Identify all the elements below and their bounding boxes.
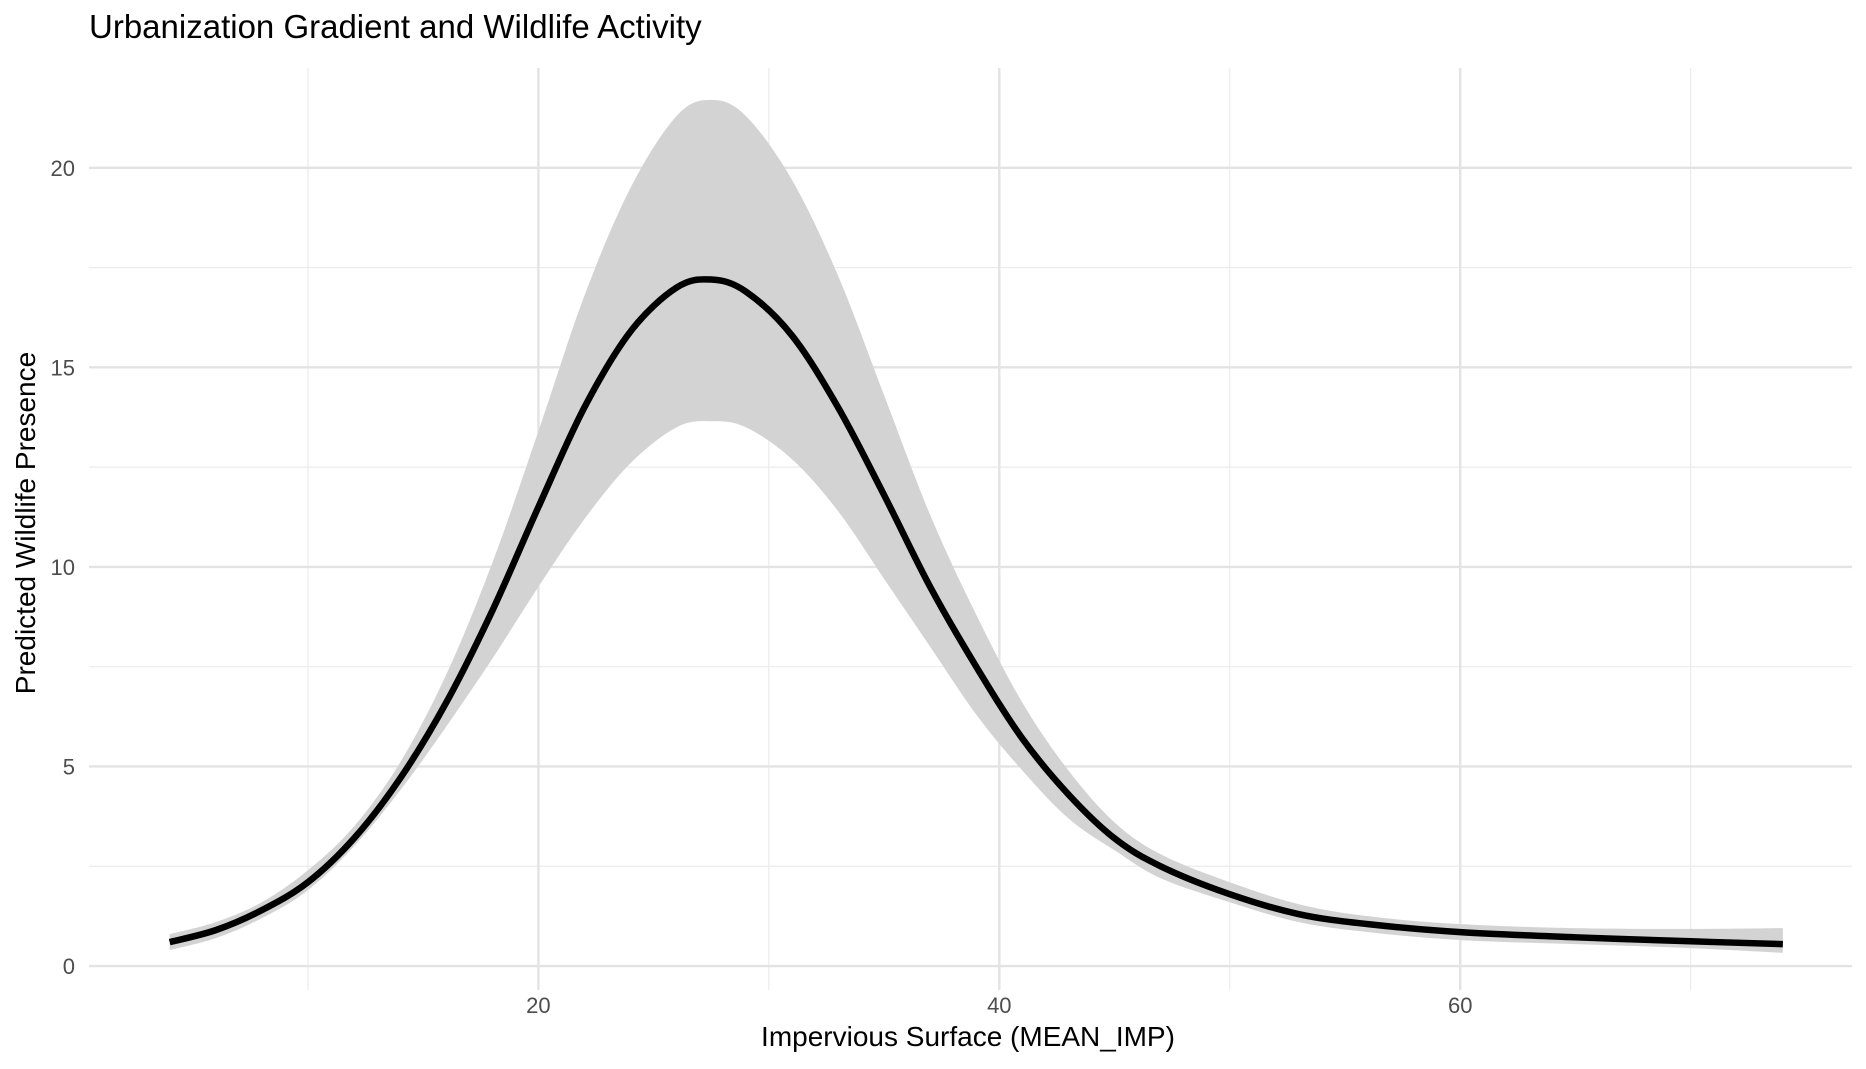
y-tick-label: 15 xyxy=(51,355,75,380)
confidence-ribbon xyxy=(169,99,1783,953)
x-axis-label: Impervious Surface (MEAN_IMP) xyxy=(761,1021,1175,1052)
y-axis-label: Predicted Wildlife Presence xyxy=(10,352,41,694)
y-tick-label: 5 xyxy=(63,754,75,779)
y-axis-tick-labels: 0 5 10 15 20 xyxy=(51,156,75,979)
minor-gridlines xyxy=(89,68,1852,990)
x-tick-label: 60 xyxy=(1448,993,1472,1018)
y-tick-label: 0 xyxy=(63,954,75,979)
x-tick-label: 20 xyxy=(526,993,550,1018)
y-tick-label: 10 xyxy=(51,555,75,580)
chart-title: Urbanization Gradient and Wildlife Activ… xyxy=(89,8,702,45)
x-axis-tick-labels: 20 40 60 xyxy=(526,993,1472,1018)
y-tick-label: 20 xyxy=(51,156,75,181)
major-gridlines xyxy=(89,68,1852,990)
fitted-line xyxy=(168,276,1783,948)
x-tick-label: 40 xyxy=(987,993,1011,1018)
